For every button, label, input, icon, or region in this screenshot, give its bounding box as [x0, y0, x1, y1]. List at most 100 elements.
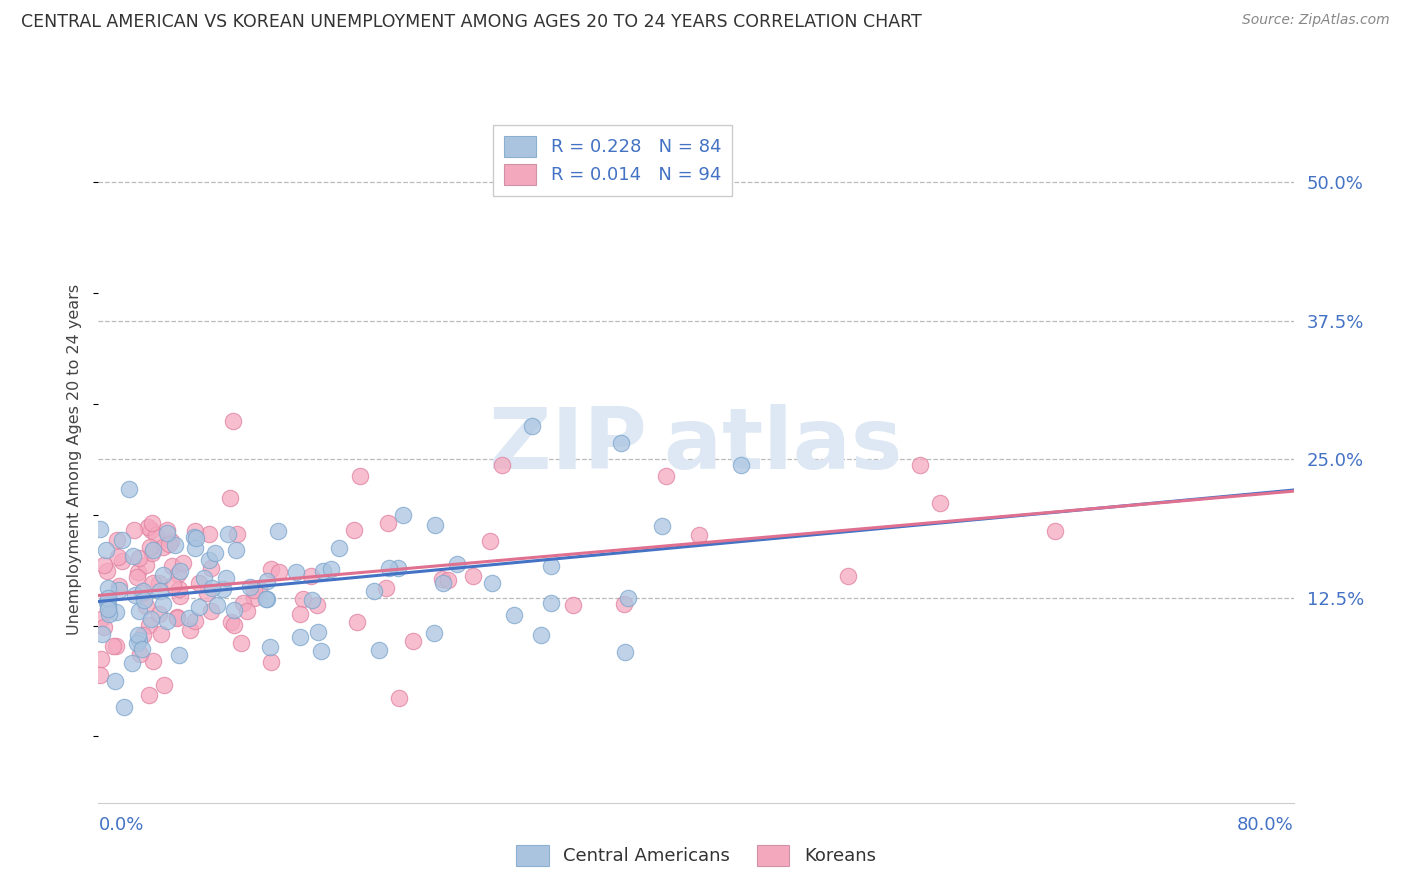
- Point: [205, 599, 228, 613]
- Point: [159, 533, 181, 548]
- Point: [97, 602, 120, 616]
- Point: [225, 527, 247, 541]
- Point: [195, 586, 218, 600]
- Point: [222, 414, 245, 428]
- Point: [346, 615, 368, 629]
- Point: [132, 593, 155, 607]
- Text: CENTRAL AMERICAN VS KOREAN UNEMPLOYMENT AMONG AGES 20 TO 24 YEARS CORRELATION CH: CENTRAL AMERICAN VS KOREAN UNEMPLOYMENT …: [21, 13, 922, 31]
- Point: [197, 527, 219, 541]
- Point: [502, 608, 524, 623]
- Point: [260, 655, 283, 669]
- Point: [105, 639, 128, 653]
- Point: [97, 602, 120, 616]
- Point: [138, 520, 160, 534]
- Point: [730, 458, 752, 472]
- Text: ZIP atlas: ZIP atlas: [489, 404, 903, 487]
- Point: [167, 582, 190, 596]
- Point: [520, 419, 543, 434]
- Point: [96, 564, 118, 578]
- Point: [387, 691, 409, 706]
- Point: [89, 522, 111, 536]
- Point: [256, 591, 278, 606]
- Point: [152, 540, 174, 554]
- Point: [430, 573, 453, 587]
- Point: [193, 571, 215, 585]
- Point: [162, 577, 184, 591]
- Point: [562, 598, 585, 612]
- Point: [200, 560, 222, 574]
- Point: [374, 581, 396, 595]
- Point: [163, 538, 186, 552]
- Point: [128, 633, 150, 648]
- Point: [259, 562, 281, 576]
- Point: [243, 583, 266, 598]
- Point: [254, 592, 277, 607]
- Point: [387, 560, 409, 574]
- Point: [121, 549, 143, 563]
- Point: [141, 516, 163, 531]
- Point: [135, 599, 157, 614]
- Point: [651, 518, 673, 533]
- Point: [613, 597, 636, 611]
- Point: [217, 527, 239, 541]
- Point: [179, 611, 201, 625]
- Point: [131, 586, 153, 600]
- Point: [211, 582, 233, 596]
- Point: [225, 543, 247, 558]
- Point: [149, 584, 172, 599]
- Point: [97, 581, 120, 595]
- Point: [436, 573, 458, 587]
- Point: [378, 561, 401, 575]
- Point: [432, 575, 454, 590]
- Point: [187, 600, 209, 615]
- Point: [200, 604, 222, 618]
- Point: [157, 537, 180, 551]
- Point: [107, 549, 129, 564]
- Point: [141, 612, 163, 626]
- Point: [96, 595, 118, 609]
- Point: [242, 591, 264, 605]
- Point: [118, 483, 141, 497]
- Point: [224, 618, 246, 632]
- Point: [288, 630, 311, 644]
- Point: [155, 614, 177, 628]
- Point: [367, 643, 389, 657]
- Point: [837, 569, 859, 583]
- Point: [299, 568, 322, 582]
- Point: [184, 541, 207, 555]
- Point: [363, 584, 385, 599]
- Point: [908, 458, 931, 472]
- Point: [309, 643, 332, 657]
- Point: [121, 656, 143, 670]
- Point: [152, 597, 174, 611]
- Point: [138, 618, 160, 632]
- Point: [128, 605, 150, 619]
- Text: 0.0%: 0.0%: [98, 816, 143, 834]
- Point: [90, 611, 112, 625]
- Point: [928, 496, 950, 510]
- Point: [125, 636, 148, 650]
- Point: [215, 571, 238, 585]
- Point: [98, 607, 121, 622]
- Point: [142, 542, 165, 557]
- Point: [135, 558, 157, 573]
- Point: [142, 654, 165, 668]
- Point: [167, 648, 190, 662]
- Point: [139, 540, 162, 554]
- Point: [219, 615, 242, 629]
- Point: [201, 582, 224, 596]
- Point: [617, 591, 640, 606]
- Point: [166, 610, 188, 624]
- Point: [184, 614, 207, 628]
- Point: [169, 565, 191, 579]
- Point: [124, 588, 146, 602]
- Legend: Central Americans, Koreans: Central Americans, Koreans: [509, 838, 883, 872]
- Point: [481, 576, 503, 591]
- Point: [267, 524, 290, 538]
- Point: [128, 551, 150, 566]
- Point: [93, 558, 115, 573]
- Point: [152, 567, 174, 582]
- Point: [97, 598, 120, 612]
- Point: [108, 582, 131, 597]
- Point: [301, 593, 323, 607]
